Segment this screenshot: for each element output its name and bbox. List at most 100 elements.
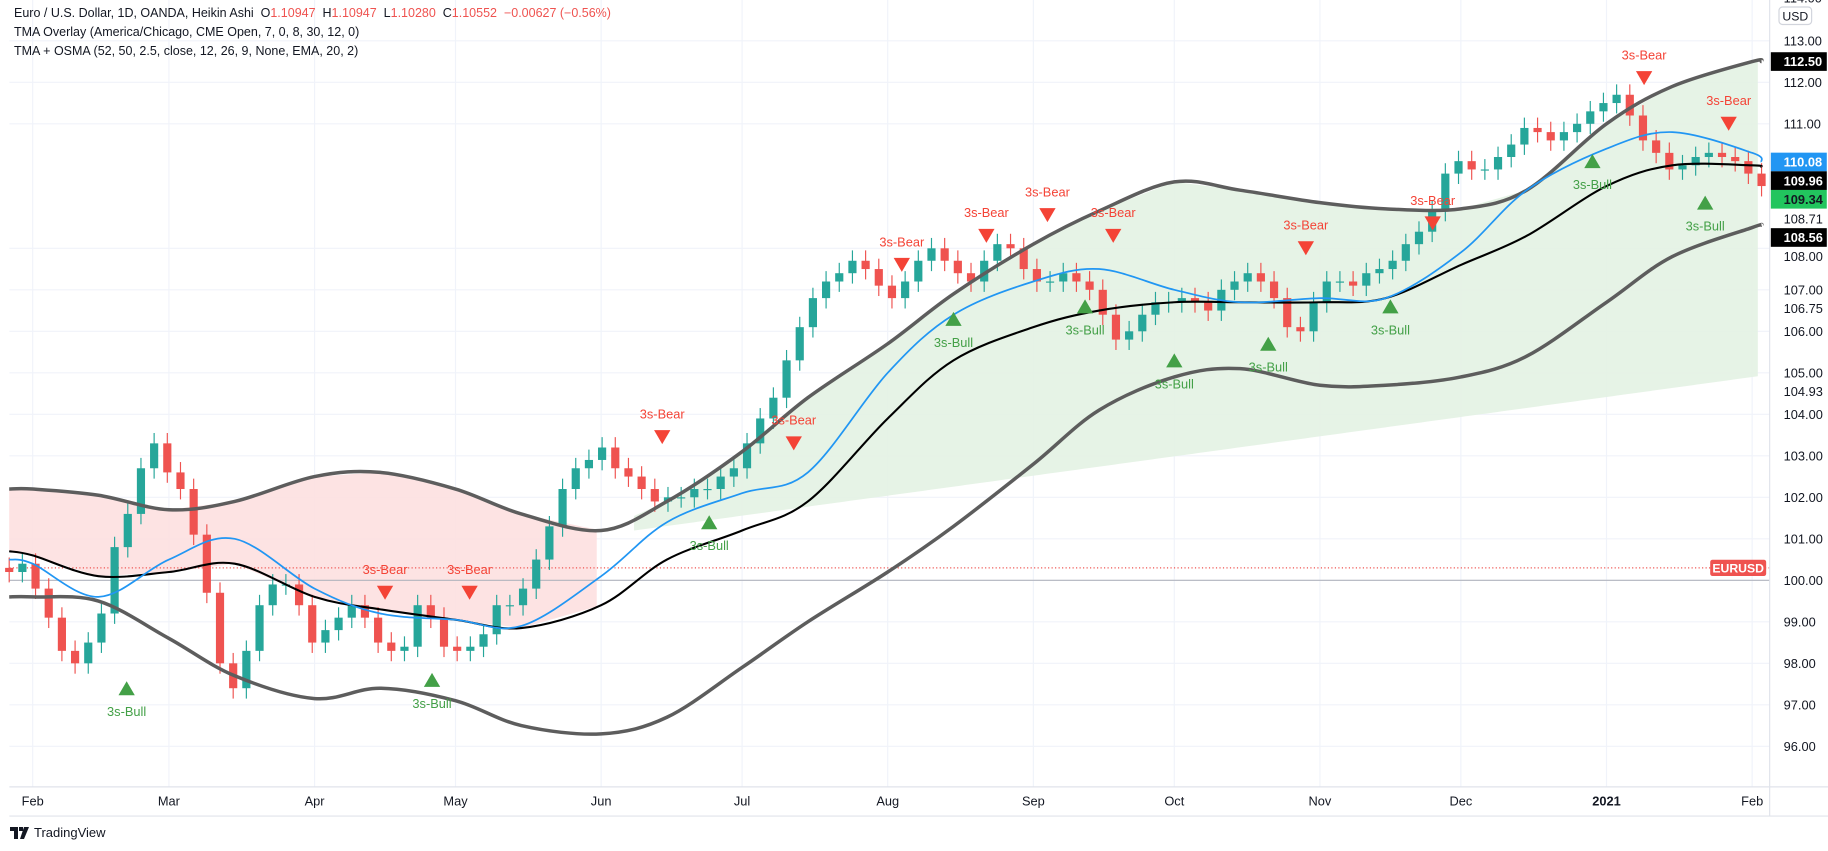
candle-body[interactable] bbox=[1454, 161, 1463, 174]
candle-body[interactable] bbox=[347, 605, 356, 618]
candle-body[interactable] bbox=[518, 588, 528, 606]
candle-body[interactable] bbox=[123, 513, 132, 548]
candle-body[interactable] bbox=[1625, 94, 1634, 116]
candle-body[interactable] bbox=[374, 617, 383, 643]
candle-body[interactable] bbox=[308, 605, 317, 643]
candle-body[interactable] bbox=[1717, 152, 1727, 158]
candle-body[interactable] bbox=[268, 584, 277, 606]
candle-body[interactable] bbox=[1243, 273, 1252, 282]
candle-body[interactable] bbox=[624, 468, 633, 477]
candle-body[interactable] bbox=[84, 642, 93, 664]
candle-body[interactable] bbox=[413, 605, 422, 647]
candle-body[interactable] bbox=[1507, 144, 1516, 158]
candle-body[interactable] bbox=[1296, 327, 1305, 332]
candle-body[interactable] bbox=[1098, 289, 1107, 315]
candle-body[interactable] bbox=[756, 418, 765, 444]
candle-body[interactable] bbox=[163, 443, 172, 473]
candle-body[interactable] bbox=[1388, 260, 1397, 270]
candle-body[interactable] bbox=[1151, 302, 1160, 315]
candle-body[interactable] bbox=[57, 617, 66, 651]
candle-body[interactable] bbox=[1480, 169, 1489, 171]
candle-body[interactable] bbox=[1177, 298, 1186, 303]
candle-body[interactable] bbox=[136, 468, 146, 514]
candle-body[interactable] bbox=[611, 447, 620, 469]
candle-body[interactable] bbox=[1638, 115, 1648, 141]
candle-body[interactable] bbox=[742, 443, 752, 469]
candle-body[interactable] bbox=[1665, 152, 1674, 170]
candle-body[interactable] bbox=[215, 592, 225, 664]
candle-body[interactable] bbox=[1059, 273, 1068, 282]
candle-body[interactable] bbox=[808, 298, 817, 328]
candle-body[interactable] bbox=[1349, 281, 1358, 286]
candle-body[interactable] bbox=[1467, 161, 1476, 170]
candle-body[interactable] bbox=[479, 634, 488, 647]
candle-body[interactable] bbox=[1493, 157, 1503, 170]
candle-body[interactable] bbox=[1520, 127, 1529, 145]
candle-body[interactable] bbox=[439, 617, 449, 647]
candle-body[interactable] bbox=[874, 269, 883, 286]
candle-body[interactable] bbox=[1309, 302, 1318, 332]
indicator-tma-overlay[interactable]: TMA Overlay (America/Chicago, CME Open, … bbox=[14, 25, 360, 39]
time-axis[interactable]: Feb Mar Apr May Jun Jul Aug Sep Oct Nov Dec 2021 Feb bbox=[22, 794, 1764, 809]
candle-body[interactable] bbox=[1731, 157, 1740, 162]
candle-body[interactable] bbox=[966, 273, 976, 282]
candle-body[interactable] bbox=[993, 244, 1002, 261]
candle-body[interactable] bbox=[1256, 273, 1265, 282]
candle-body[interactable] bbox=[453, 646, 462, 651]
candle-body[interactable] bbox=[1533, 127, 1542, 133]
candle-body[interactable] bbox=[1414, 231, 1424, 245]
candle-body[interactable] bbox=[1441, 173, 1450, 211]
candle-body[interactable] bbox=[1045, 281, 1055, 283]
candle-body[interactable] bbox=[1586, 111, 1595, 124]
candle-body[interactable] bbox=[1111, 314, 1121, 340]
currency-button[interactable]: USD bbox=[1778, 6, 1813, 26]
candle-body[interactable] bbox=[400, 646, 409, 651]
candle-body[interactable] bbox=[70, 650, 80, 664]
candle-body[interactable] bbox=[1190, 298, 1200, 303]
candle-body[interactable] bbox=[1691, 157, 1700, 166]
candle-body[interactable] bbox=[1401, 244, 1410, 261]
candle-body[interactable] bbox=[703, 489, 712, 491]
candle-body[interactable] bbox=[729, 468, 738, 477]
candle-body[interactable] bbox=[5, 567, 14, 573]
candle-body[interactable] bbox=[914, 260, 923, 282]
candle-body[interactable] bbox=[18, 563, 27, 573]
candle-body[interactable] bbox=[189, 489, 198, 535]
candle-body[interactable] bbox=[545, 526, 554, 560]
candle-body[interactable] bbox=[716, 476, 725, 490]
tradingview-logo[interactable]: TradingView bbox=[10, 825, 106, 840]
candle-body[interactable] bbox=[940, 248, 949, 261]
candle-body[interactable] bbox=[1085, 281, 1094, 290]
candle-body[interactable] bbox=[887, 285, 897, 299]
candle-body[interactable] bbox=[822, 281, 831, 299]
candle-body[interactable] bbox=[426, 605, 435, 618]
candle-body[interactable] bbox=[1006, 244, 1015, 249]
candle-body[interactable] bbox=[690, 489, 699, 498]
candle-body[interactable] bbox=[294, 584, 304, 606]
candle-body[interactable] bbox=[901, 281, 910, 299]
candle-body[interactable] bbox=[571, 468, 580, 490]
candle-body[interactable] bbox=[835, 273, 844, 282]
candle-body[interactable] bbox=[466, 646, 475, 651]
candle-body[interactable] bbox=[1559, 132, 1569, 141]
candle-body[interactable] bbox=[1362, 273, 1371, 286]
candle-body[interactable] bbox=[44, 588, 53, 618]
candle-body[interactable] bbox=[1283, 298, 1292, 328]
candle-body[interactable] bbox=[1612, 94, 1621, 104]
candle-body[interactable] bbox=[1652, 140, 1661, 153]
candle-body[interactable] bbox=[1375, 269, 1384, 274]
candle-body[interactable] bbox=[1072, 273, 1081, 282]
candle-body[interactable] bbox=[650, 489, 659, 502]
candle-body[interactable] bbox=[980, 260, 989, 282]
candle-body[interactable] bbox=[782, 360, 791, 398]
candle-body[interactable] bbox=[1269, 281, 1279, 299]
candle-body[interactable] bbox=[1204, 302, 1213, 311]
candle-body[interactable] bbox=[637, 476, 646, 490]
candle-body[interactable] bbox=[255, 605, 264, 651]
candle-body[interactable] bbox=[848, 260, 857, 274]
candle-body[interactable] bbox=[1125, 331, 1134, 340]
candle-body[interactable] bbox=[387, 642, 396, 651]
candle-body[interactable] bbox=[927, 248, 936, 261]
candle-body[interactable] bbox=[1230, 281, 1239, 290]
